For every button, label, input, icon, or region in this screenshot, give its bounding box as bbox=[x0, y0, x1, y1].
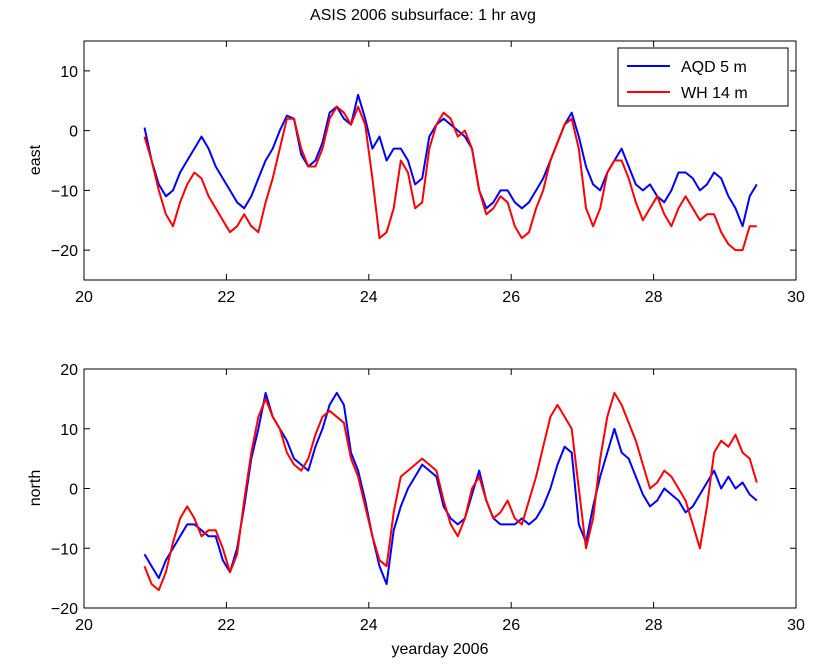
north-panel: 20 22 24 26 28 30 −20 −10 0 10 20 north yearday 20… bbox=[27, 362, 805, 658]
east-x-tick-label: 30 bbox=[787, 289, 805, 306]
north-series-layer bbox=[143, 391, 758, 592]
legend-box bbox=[617, 47, 789, 107]
legend: AQD 5 m WH 14 m bbox=[617, 47, 789, 107]
x-axis-label: yearday 2006 bbox=[392, 641, 489, 658]
north-y-tick-label: −10 bbox=[51, 541, 78, 558]
north-x-tick-label: 20 bbox=[75, 617, 93, 634]
north-series-wh-line bbox=[143, 391, 758, 592]
north-x-tick-label: 26 bbox=[502, 617, 520, 634]
east-series-layer bbox=[143, 93, 758, 252]
north-tick-layer: 20 22 24 26 28 30 −20 −10 0 10 20 bbox=[51, 362, 805, 634]
east-series-wh-line bbox=[143, 105, 757, 252]
legend-label-wh: WH 14 m bbox=[681, 85, 748, 102]
north-y-tick-label: −20 bbox=[51, 601, 78, 618]
north-axis-label: north bbox=[27, 470, 44, 506]
north-x-tick-label: 30 bbox=[787, 617, 805, 634]
east-axis-label: east bbox=[27, 144, 44, 175]
east-x-tick-label: 20 bbox=[75, 289, 93, 306]
east-y-tick-label: −10 bbox=[51, 183, 78, 200]
east-x-tick-label: 28 bbox=[645, 289, 663, 306]
north-y-tick-label: 10 bbox=[60, 422, 78, 439]
figure-title: ASIS 2006 subsurface: 1 hr avg bbox=[310, 7, 536, 24]
north-y-tick-label: 0 bbox=[69, 482, 78, 499]
east-y-tick-label: 0 bbox=[69, 124, 78, 141]
east-panel: 20 22 24 26 28 30 −20 −10 0 10 east AQD 5 m WH 14… bbox=[27, 40, 805, 306]
north-y-tick-label: 20 bbox=[60, 362, 78, 379]
east-series-aqd-line bbox=[143, 93, 758, 228]
east-y-tick-label: −20 bbox=[51, 243, 78, 260]
east-y-tick-label: 10 bbox=[60, 64, 78, 81]
east-x-tick-label: 24 bbox=[360, 289, 378, 306]
east-x-tick-label: 22 bbox=[218, 289, 236, 306]
north-x-tick-label: 22 bbox=[218, 617, 236, 634]
legend-label-aqd: AQD 5 m bbox=[681, 59, 747, 76]
north-x-tick-label: 28 bbox=[645, 617, 663, 634]
east-x-tick-label: 26 bbox=[502, 289, 520, 306]
east-tick-layer: 20 22 24 26 28 30 −20 −10 0 10 bbox=[51, 41, 805, 306]
north-x-tick-label: 24 bbox=[360, 617, 378, 634]
